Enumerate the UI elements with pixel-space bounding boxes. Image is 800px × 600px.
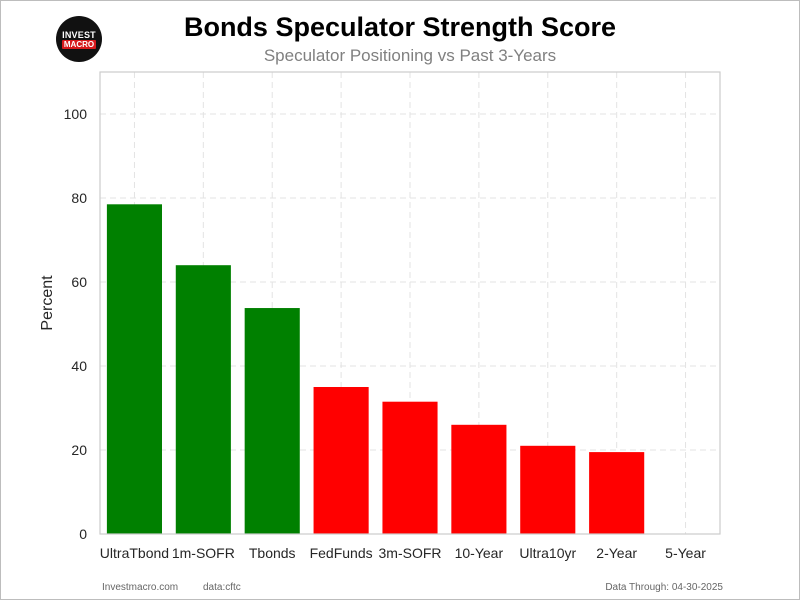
- bar-ultratbond: [106, 204, 162, 535]
- bar-3m-sofr: [382, 401, 438, 534]
- x-tick-label: 10-Year: [455, 545, 504, 561]
- x-tick-label: Tbonds: [249, 545, 296, 561]
- y-axis-label: Percent: [39, 275, 56, 331]
- footer-date: Data Through: 04-30-2025: [605, 582, 723, 593]
- x-tick-label: 3m-SOFR: [379, 545, 442, 561]
- y-tick-label: 80: [71, 190, 87, 206]
- bar-10-year: [451, 424, 507, 534]
- footer-source: data:cftc: [203, 582, 241, 593]
- chart-subtitle: Speculator Positioning vs Past 3-Years: [263, 46, 557, 65]
- x-tick-label: UltraTbond: [100, 545, 169, 561]
- y-tick-label: 20: [71, 442, 87, 458]
- x-tick-label: 1m-SOFR: [172, 545, 235, 561]
- x-tick-label: 5-Year: [665, 545, 706, 561]
- plot-area-border: [99, 71, 721, 535]
- x-tick-label: 2-Year: [596, 545, 637, 561]
- y-tick-label: 0: [79, 526, 87, 542]
- investmacro-logo: INVEST MACRO: [56, 16, 102, 62]
- bar-fedfunds: [313, 387, 369, 534]
- logo-text-bottom: MACRO: [61, 39, 97, 49]
- y-tick-label: 100: [64, 106, 88, 122]
- y-tick-label: 60: [71, 274, 87, 290]
- bar-2-year: [589, 452, 645, 534]
- x-tick-label: FedFunds: [310, 545, 373, 561]
- y-tick-label: 40: [71, 358, 87, 374]
- bar-tbonds: [244, 308, 300, 534]
- bar-1m-sofr: [175, 265, 231, 534]
- bar-ultra10yr: [520, 445, 576, 534]
- chart-title: Bonds Speculator Strength Score: [183, 12, 617, 42]
- x-tick-label: Ultra10yr: [519, 545, 576, 561]
- footer-site: Investmacro.com: [102, 582, 179, 593]
- logo-text-top: INVEST: [62, 29, 96, 40]
